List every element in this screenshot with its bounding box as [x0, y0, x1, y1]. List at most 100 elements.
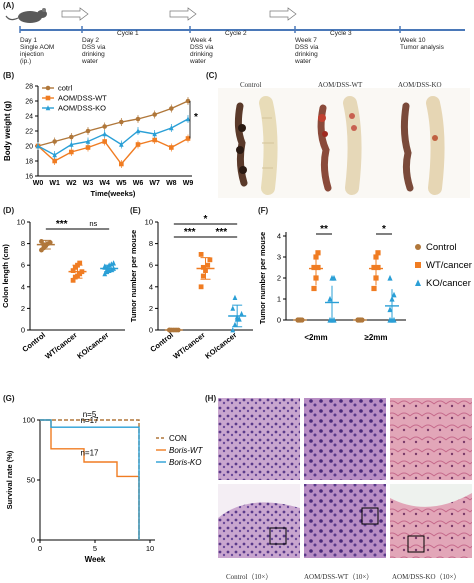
svg-text:water: water [189, 58, 207, 65]
data-point [69, 134, 74, 140]
data-point [331, 274, 337, 281]
panel-letter-e: (E) [130, 206, 141, 215]
x-tick-label: 0 [38, 544, 42, 553]
x-tick-label: W9 [183, 180, 194, 187]
data-point [119, 161, 124, 167]
legend-label: cotrl [58, 84, 73, 93]
data-point [152, 137, 157, 143]
data-point [236, 316, 242, 322]
colon-photos [218, 88, 470, 198]
x-tick-label: W5 [116, 180, 127, 187]
svg-text:DSS via: DSS via [82, 44, 106, 51]
legend-label: KO/cancer [426, 278, 471, 289]
y-tick-label: 0 [21, 326, 25, 335]
y-tick-label: 20 [25, 144, 33, 151]
significance-label: *** [215, 227, 227, 238]
data-point [152, 131, 157, 137]
y-tick-label: 4 [277, 232, 281, 241]
y-tick-label: 8 [149, 239, 153, 248]
photo-c-label-control: Control [240, 81, 262, 89]
data-point [185, 98, 191, 104]
histo-wt-high [304, 398, 386, 480]
data-point [232, 294, 238, 300]
data-point [102, 139, 107, 144]
data-point [70, 277, 76, 283]
panel-letter-g: (G) [3, 394, 15, 403]
survival-curve-0 [40, 419, 140, 540]
colon-control-2 [259, 96, 278, 195]
data-point [239, 310, 244, 317]
svg-text:Week 4: Week 4 [190, 37, 212, 44]
svg-text:drinking: drinking [295, 51, 318, 58]
x-tick-label: W0 [33, 180, 44, 187]
y-tick-label: 2 [149, 304, 153, 313]
y-tick-label: 22 [25, 129, 33, 136]
y-tick-label: 4 [21, 282, 25, 291]
panel-letter-c: (C) [206, 71, 218, 80]
data-point [102, 270, 108, 277]
panel-letter-d: (D) [3, 206, 15, 215]
svg-text:Tumor analysis: Tumor analysis [400, 44, 445, 51]
significance-label: * [382, 224, 386, 235]
significance-label: *** [56, 219, 68, 230]
data-point [104, 266, 110, 272]
y-tick-label: 50 [27, 476, 35, 485]
series-line-0 [37, 100, 189, 147]
data-point [371, 264, 377, 271]
panel-letter-a: (A) [3, 1, 15, 10]
x-tick-label: W2 [66, 180, 77, 187]
y-tick-label: 10 [17, 218, 25, 227]
photo-c-label-wt: AOM/DSS-WT [318, 81, 363, 89]
data-point [35, 143, 41, 149]
histo-ko-high [390, 398, 472, 480]
data-point [85, 128, 91, 134]
photo-c-label-ko: AOM/DSS-KO [398, 81, 442, 89]
data-point [135, 142, 141, 147]
colon-ko-2 [426, 96, 445, 195]
data-point [185, 136, 191, 141]
data-point [185, 116, 191, 122]
legend-label: Boris-WT [169, 446, 203, 455]
data-point [387, 274, 393, 281]
data-point [375, 250, 381, 256]
tumor-size-chart: 0 1 2 3 4 Tumor number per mouse <2mm ** ≥2mm * Co… [258, 224, 472, 342]
data-point [77, 260, 83, 266]
data-point [198, 252, 204, 257]
timeline-figure: Cycle 1 Cycle 2 Cycle 3 Day 1 Single AOM… [5, 7, 465, 65]
svg-text:drinking: drinking [190, 51, 213, 58]
x-tick-label: KO/cancer [203, 330, 238, 360]
x-tick-label: W3 [83, 180, 94, 187]
svg-text:Day 2: Day 2 [82, 37, 99, 44]
legend-label: CON [169, 434, 187, 443]
series-line-1 [37, 137, 189, 166]
n-label-con: n=5 [83, 410, 97, 419]
data-point [102, 131, 107, 137]
svg-text:Week 7: Week 7 [295, 37, 317, 44]
svg-text:Week 10: Week 10 [400, 37, 426, 44]
data-point [200, 273, 206, 279]
data-point [169, 106, 174, 111]
data-point [207, 257, 213, 263]
data-point [230, 305, 236, 311]
data-point [102, 263, 108, 269]
data-point [230, 327, 236, 333]
y-tick-label: 6 [149, 261, 153, 270]
legend-label: AOM/DSS-WT [58, 94, 107, 103]
data-point [331, 316, 337, 323]
data-point [119, 141, 124, 147]
colon-photo-art [234, 96, 445, 195]
legend-marker [415, 262, 421, 268]
data-point [327, 295, 333, 302]
data-point [85, 145, 91, 150]
data-point [52, 139, 57, 144]
y-tick-label: 0 [149, 326, 153, 335]
y-tick-label: 6 [21, 261, 25, 270]
data-point [375, 264, 381, 271]
timeline-event-1: Day 1 Single AOM injection (ip.) [20, 37, 54, 65]
svg-text:Single AOM: Single AOM [20, 44, 54, 51]
series-line-2 [37, 118, 189, 156]
timeline-arrows [61, 7, 297, 21]
data-point [200, 264, 206, 270]
cycle-label-3: Cycle 3 [330, 30, 352, 37]
